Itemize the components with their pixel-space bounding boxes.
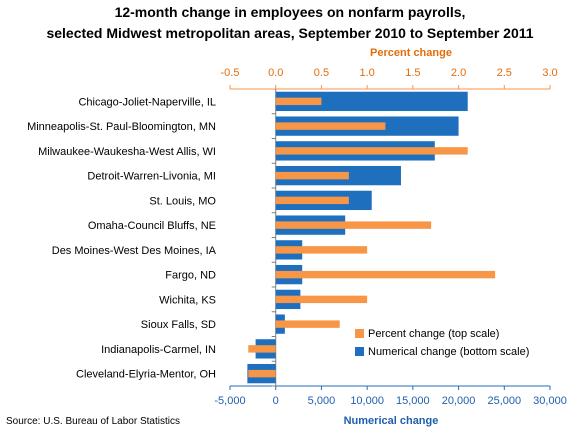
percent-change-bar xyxy=(248,345,276,353)
category-label: Fargo, ND xyxy=(165,270,216,282)
bottom-tick-label: 30,000 xyxy=(533,395,567,407)
top-tick-label: 2.5 xyxy=(497,67,512,79)
top-tick-label: 2.0 xyxy=(451,67,466,79)
bottom-tick-label: 5,000 xyxy=(308,395,336,407)
category-label: Des Moines-West Des Moines, IA xyxy=(52,245,217,257)
legend-label-numerical: Numerical change (bottom scale) xyxy=(368,346,529,358)
chart-title-line-1: 12-month change in employees on nonfarm … xyxy=(115,4,466,20)
bottom-tick-label: 25,000 xyxy=(487,395,521,407)
top-tick-label: 3.0 xyxy=(542,67,557,79)
percent-change-bar xyxy=(275,97,322,106)
category-label: Chicago-Joliet-Naperville, IL xyxy=(78,96,216,108)
bottom-tick-label: 10,000 xyxy=(350,395,384,407)
bottom-tick-label: 15,000 xyxy=(396,395,430,407)
bottom-axis-title: Numerical change xyxy=(344,415,439,427)
percent-change-bar xyxy=(248,369,276,378)
plot-area: -0.5 0.0 0.5 1.0 1.5 2.0 2.5 3.0 -5,000 0 5,000 10,… xyxy=(27,67,567,407)
percent-change-bar xyxy=(275,221,432,229)
percent-change-bar xyxy=(275,295,368,304)
category-label: Indianapolis-Carmel, IN xyxy=(101,344,216,356)
source-note: Source: U.S. Bureau of Labor Statistics xyxy=(6,416,180,427)
legend-swatch-numerical xyxy=(355,347,364,356)
percent-change-bar xyxy=(275,122,386,130)
category-label: Cleveland-Elyria-Mentor, OH xyxy=(76,369,216,381)
numerical-change-bar xyxy=(275,91,468,112)
bottom-tick-label: 0 xyxy=(273,395,279,407)
top-tick-label: 0.0 xyxy=(268,67,283,79)
top-axis-title: Percent change xyxy=(370,47,452,59)
chart-title-line-2: selected Midwest metropolitan areas, Sep… xyxy=(46,25,533,41)
percent-change-bar xyxy=(275,270,496,279)
category-label: Detroit-Warren-Livonia, MI xyxy=(87,171,216,183)
bottom-tick-label: 20,000 xyxy=(442,395,476,407)
top-tick-label: 1.5 xyxy=(405,67,420,79)
bottom-tick-label: -5,000 xyxy=(214,395,245,407)
percent-change-bar xyxy=(275,320,340,328)
top-tick-label: 1.0 xyxy=(359,67,374,79)
top-tick-label: -0.5 xyxy=(221,67,240,79)
percent-change-bar xyxy=(275,147,468,155)
category-label: Milwaukee-Waukesha-West Allis, WI xyxy=(38,146,216,158)
category-label: Sioux Falls, SD xyxy=(141,319,216,331)
top-tick-label: 0.5 xyxy=(314,67,329,79)
category-label: Wichita, KS xyxy=(159,294,216,306)
legend-label-percent: Percent change (top scale) xyxy=(368,328,499,340)
percent-change-bar xyxy=(275,196,349,205)
percent-change-bar xyxy=(275,246,368,254)
category-label: Omaha-Council Bluffs, NE xyxy=(88,220,216,232)
category-label: St. Louis, MO xyxy=(149,195,216,207)
percent-change-bar xyxy=(275,171,349,180)
category-label: Minneapolis-St. Paul-Bloomington, MN xyxy=(27,121,216,133)
legend-swatch-percent xyxy=(355,329,364,338)
